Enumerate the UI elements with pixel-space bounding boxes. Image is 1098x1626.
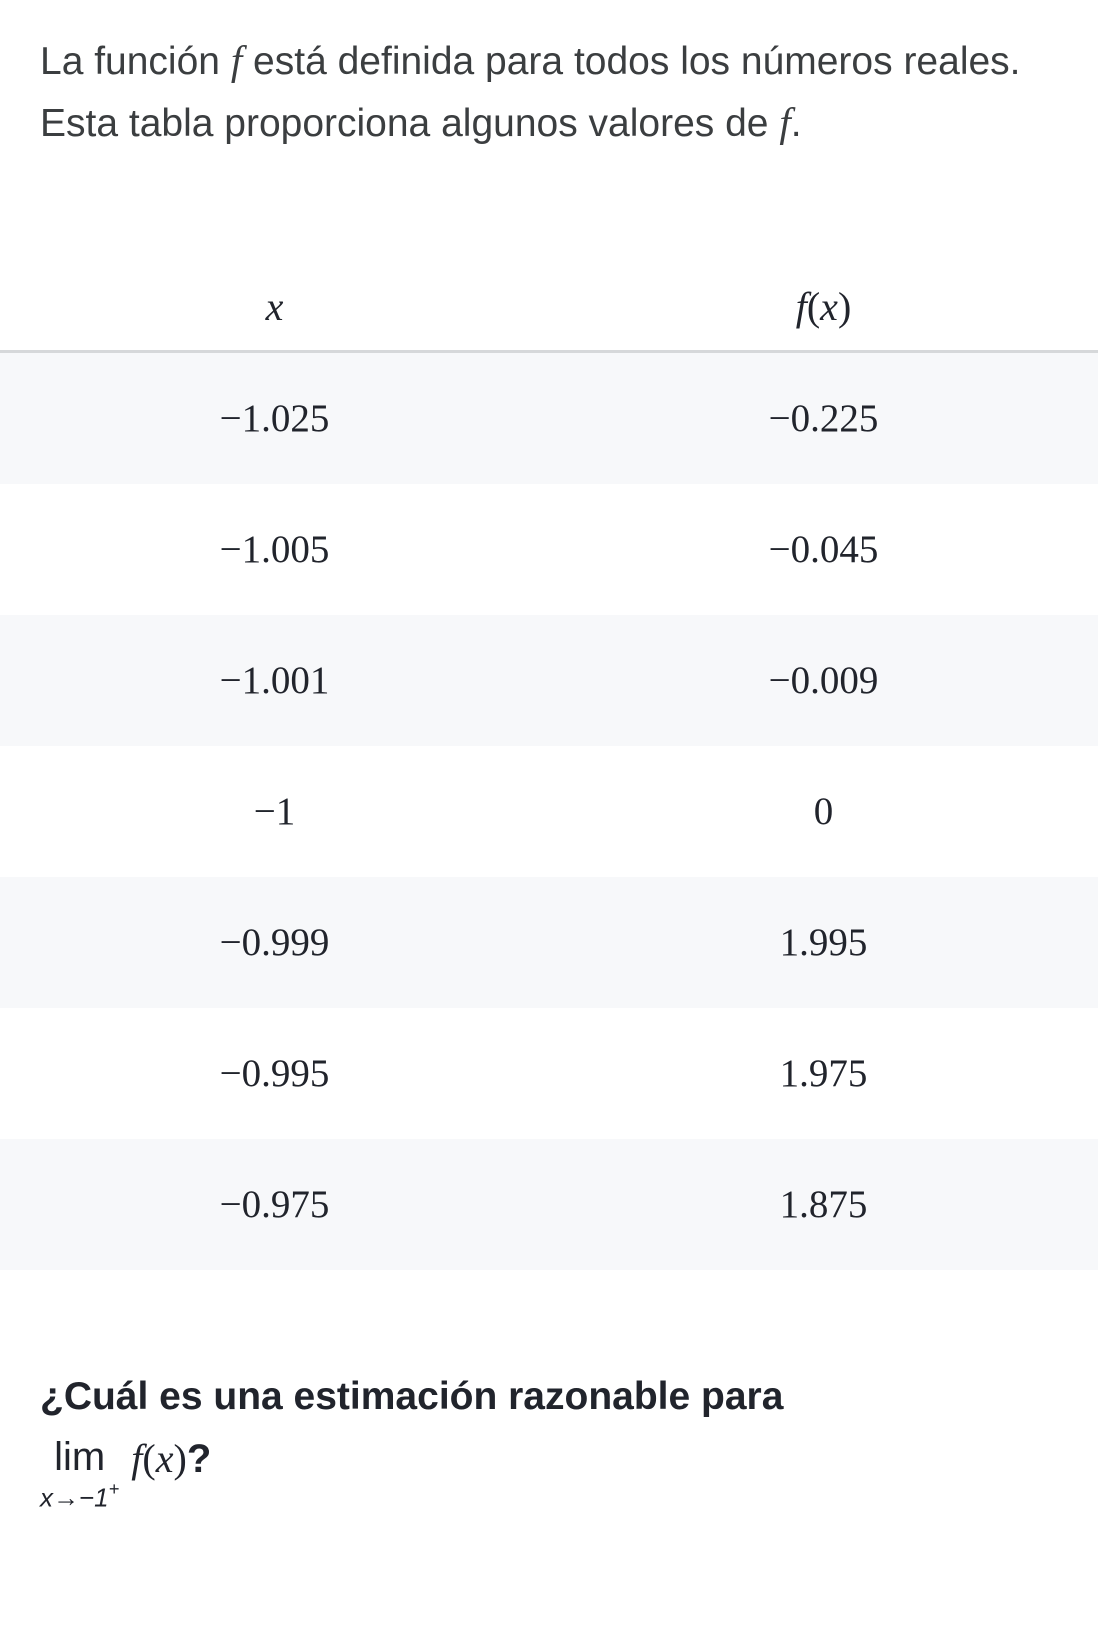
header-fx-f: f xyxy=(796,284,807,329)
cell-fx: 1.995 xyxy=(549,920,1098,965)
limit-expression: lim x→−1+ f(x)? xyxy=(40,1429,211,1516)
table-row: −1 0 xyxy=(0,746,1098,877)
table-row: −0.995 1.975 xyxy=(0,1008,1098,1139)
intro-var-f-1: f xyxy=(231,37,242,83)
cell-x: −1.005 xyxy=(0,527,549,572)
cell-x: −0.995 xyxy=(0,1051,549,1096)
table-header-row: x f(x) xyxy=(0,263,1098,353)
limit-fx-x: x xyxy=(156,1436,174,1481)
header-fx: f(x) xyxy=(549,283,1098,330)
intro-paragraph: La función f está definida para todos lo… xyxy=(40,30,1058,153)
limit-fx-close: ) xyxy=(174,1436,187,1481)
cell-fx: −0.045 xyxy=(549,527,1098,572)
cell-x: −1 xyxy=(0,789,549,834)
limit-sub-sup: + xyxy=(109,1479,120,1499)
cell-fx: −0.009 xyxy=(549,658,1098,703)
limit-fx-f: f xyxy=(131,1436,142,1481)
intro-text-3: . xyxy=(791,102,802,145)
table-row: −1.005 −0.045 xyxy=(0,484,1098,615)
limit-word: lim xyxy=(54,1429,105,1485)
table-row: −1.001 −0.009 xyxy=(0,615,1098,746)
table-row: −0.975 1.875 xyxy=(0,1139,1098,1270)
table-row: −1.025 −0.225 xyxy=(0,353,1098,484)
cell-fx: 1.975 xyxy=(549,1051,1098,1096)
limit-subscript: x→−1+ xyxy=(40,1479,119,1516)
question-line-1: ¿Cuál es una estimación razonable para xyxy=(40,1370,1058,1425)
intro-text-1: La función xyxy=(40,40,231,83)
header-fx-open: ( xyxy=(807,284,820,329)
values-table: x f(x) −1.025 −0.225 −1.005 −0.045 −1.00… xyxy=(0,263,1098,1270)
limit-stack: lim x→−1+ xyxy=(40,1429,119,1516)
question-paragraph: ¿Cuál es una estimación razonable para l… xyxy=(40,1370,1058,1516)
limit-fx-open: ( xyxy=(142,1436,155,1481)
header-fx-close: ) xyxy=(838,284,851,329)
header-x: x xyxy=(0,283,549,330)
limit-fx: f(x)? xyxy=(131,1429,211,1487)
table-row: −0.999 1.995 xyxy=(0,877,1098,1008)
cell-fx: 0 xyxy=(549,789,1098,834)
question-mark: ? xyxy=(187,1437,211,1481)
limit-sub-prefix: x→−1 xyxy=(40,1482,109,1512)
cell-x: −0.999 xyxy=(0,920,549,965)
cell-x: −1.001 xyxy=(0,658,549,703)
cell-x: −0.975 xyxy=(0,1182,549,1227)
header-fx-x: x xyxy=(820,284,838,329)
cell-x: −1.025 xyxy=(0,396,549,441)
cell-fx: −0.225 xyxy=(549,396,1098,441)
cell-fx: 1.875 xyxy=(549,1182,1098,1227)
intro-var-f-2: f xyxy=(779,99,790,145)
